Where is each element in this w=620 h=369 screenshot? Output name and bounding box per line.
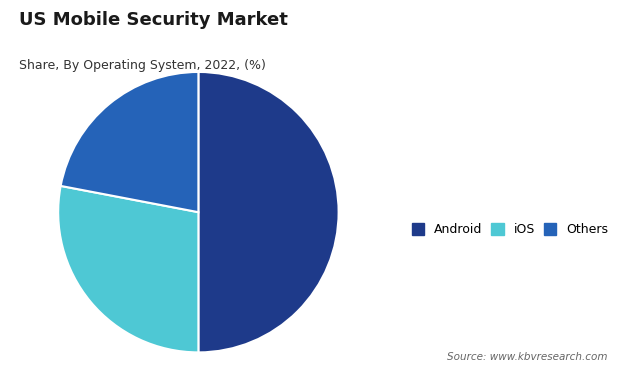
Wedge shape [61, 72, 198, 212]
Text: US Mobile Security Market: US Mobile Security Market [19, 11, 288, 29]
Text: Source: www.kbvresearch.com: Source: www.kbvresearch.com [447, 352, 608, 362]
Wedge shape [58, 186, 198, 352]
Legend: Android, iOS, Others: Android, iOS, Others [408, 220, 612, 240]
Wedge shape [198, 72, 339, 352]
Text: Share, By Operating System, 2022, (%): Share, By Operating System, 2022, (%) [19, 59, 265, 72]
